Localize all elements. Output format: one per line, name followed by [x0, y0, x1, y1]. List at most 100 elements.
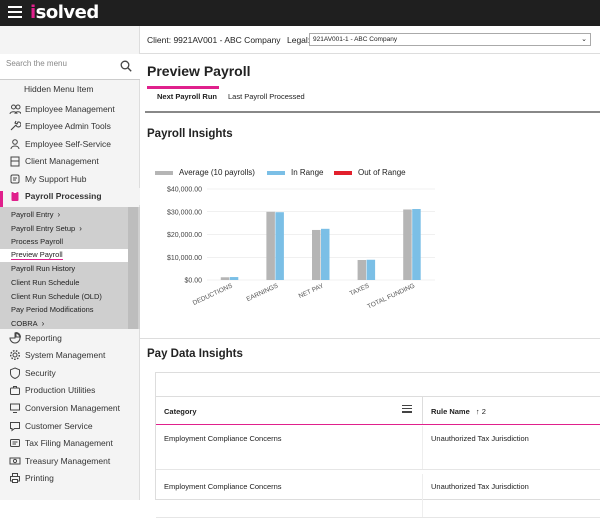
legal-select-value: 921AV001-1 - ABC Company — [313, 36, 398, 43]
page-title: Preview Payroll — [147, 63, 251, 79]
sidebar-item-hidden[interactable]: Hidden Menu Item — [0, 80, 140, 97]
printer-icon — [7, 472, 23, 484]
bar-deductions-average[interactable] — [220, 277, 230, 280]
submenu-item-label: Client Run Schedule — [11, 278, 80, 287]
top-bar: isolved — [0, 0, 600, 26]
bar-earnings-in-range[interactable] — [275, 212, 284, 280]
submenu-item-payroll-entry-setup[interactable]: Payroll Entry Setup › — [0, 222, 128, 235]
sidebar-item-conversion-management[interactable]: Conversion Management — [0, 399, 140, 416]
tab-next-payroll-run[interactable]: Next Payroll Run — [157, 92, 218, 101]
bar-total-funding-in-range[interactable] — [412, 209, 421, 280]
sidebar-item-reporting[interactable]: Reporting — [0, 329, 140, 346]
sidebar-item-employee-admin-tools[interactable]: Employee Admin Tools — [0, 118, 140, 135]
submenu-item-payroll-run-history[interactable]: Payroll Run History — [0, 262, 128, 275]
sidebar-item-label: Reporting — [25, 332, 62, 343]
submenu-item-pay-period-modifications[interactable]: Pay Period Modifications — [0, 303, 128, 316]
headset-icon — [7, 173, 23, 185]
bar-total-funding-average[interactable] — [403, 209, 412, 280]
sidebar-item-printing[interactable]: Printing — [0, 470, 140, 487]
sidebar-item-label: Printing — [25, 473, 54, 484]
clipboard-icon — [7, 190, 23, 202]
column-separator[interactable] — [422, 397, 423, 424]
sidebar-item-label: Client Management — [25, 156, 99, 166]
column-header-label: Rule Name — [431, 407, 470, 416]
cell-rule-name: Unauthorized Tax Jurisdiction — [431, 434, 529, 443]
sidebar-item-my-support-hub[interactable]: My Support Hub — [0, 170, 140, 187]
y-tick-label: $0.00 — [184, 278, 202, 285]
submenu-scrollbar[interactable] — [128, 207, 138, 329]
legal-select[interactable]: 921AV001-1 - ABC Company ⌄ — [309, 33, 591, 46]
submenu-item-client-run-schedule-old[interactable]: Client Run Schedule (OLD) — [0, 290, 128, 303]
sidebar-item-treasury-management[interactable]: Treasury Management — [0, 452, 140, 469]
submenu-item-label: Payroll Run History — [11, 264, 76, 274]
submenu-item-label: Payroll Entry Setup — [11, 223, 76, 233]
pay-data-grid: Category Rule Name ↑ 2 Employment Compli… — [155, 372, 600, 518]
sidebar-item-label: Employee Admin Tools — [25, 121, 111, 131]
submenu-item-cobra[interactable]: COBRA › — [0, 317, 128, 330]
sidebar-item-label: My Support Hub — [25, 173, 87, 184]
y-tick-label: $10,000.00 — [167, 255, 202, 262]
chevron-right-icon: › — [79, 223, 82, 233]
legend-label: Out of Range — [358, 168, 406, 177]
sidebar-item-security[interactable]: Security — [0, 364, 140, 381]
payroll-insights-title: Payroll Insights — [147, 128, 233, 140]
chevron-right-icon: › — [57, 210, 61, 219]
legend-swatch-average — [155, 170, 173, 175]
table-row[interactable]: Employment Compliance Concerns Unauthoriz… — [156, 426, 600, 470]
isolved-logo[interactable]: isolved — [30, 2, 99, 23]
submenu-item-label: Pay Period Modifications — [11, 305, 94, 315]
tab-last-payroll-processed[interactable]: Last Payroll Processed — [228, 92, 305, 101]
column-separator — [422, 474, 423, 517]
payroll-submenu: Payroll Entry › Payroll Entry Setup › Proces… — [0, 207, 140, 329]
y-tick-label: $20,000.00 — [167, 232, 202, 239]
sidebar-item-tax-filing-management[interactable]: Tax Filing Management — [0, 435, 140, 452]
sidebar-item-label: System Management — [25, 350, 106, 361]
bar-taxes-in-range[interactable] — [366, 259, 376, 280]
column-header-category[interactable]: Category — [164, 407, 197, 416]
grid-header-row: Category Rule Name ↑ 2 — [156, 397, 600, 425]
cell-category: Employment Compliance Concerns — [164, 434, 282, 443]
sidebar-item-system-management[interactable]: System Management — [0, 347, 140, 364]
grid-toolbar — [156, 373, 600, 397]
legend-item-average[interactable]: Average (10 payrolls) — [155, 168, 255, 177]
cell-rule-name: Unauthorized Tax Jurisdiction — [431, 482, 529, 491]
pay-data-insights-title: Pay Data Insights — [147, 348, 243, 360]
bar-net-pay-in-range[interactable] — [321, 228, 330, 280]
legal-label: Legal: — [287, 35, 311, 45]
search-icon[interactable] — [120, 60, 132, 72]
column-menu-icon[interactable] — [402, 405, 412, 413]
lock-icon — [7, 367, 23, 379]
sidebar-item-label: Treasury Management — [25, 455, 111, 466]
legend-item-in-range[interactable]: In Range — [267, 168, 323, 177]
bar-deductions-in-range[interactable] — [229, 277, 239, 280]
sidebar-item-label: Customer Service — [25, 420, 93, 431]
sidebar-item-customer-service[interactable]: Customer Service — [0, 417, 140, 434]
menu-search-input[interactable] — [6, 59, 114, 68]
sidebar-item-label: Tax Filing Management — [25, 438, 113, 449]
sidebar-item-production-utilities[interactable]: Production Utilities — [0, 382, 140, 399]
submenu-item-payroll-entry[interactable]: Payroll Entry › — [0, 208, 128, 221]
sidebar-item-employee-self-service[interactable]: Employee Self-Service — [0, 135, 140, 152]
sort-asc-icon: ↑ 2 — [475, 407, 486, 416]
building-icon — [7, 155, 23, 167]
submenu-item-label: COBRA — [11, 318, 38, 328]
submenu-item-process-payroll[interactable]: Process Payroll — [0, 235, 128, 248]
submenu-item-client-run-schedule[interactable]: Client Run Schedule — [0, 276, 128, 289]
x-tick-label: EARNINGS — [246, 282, 280, 303]
sidebar-item-client-management[interactable]: Client Management — [0, 153, 140, 170]
bar-net-pay-average[interactable] — [312, 229, 321, 280]
bar-earnings-average[interactable] — [266, 211, 275, 280]
bar-taxes-average[interactable] — [357, 259, 367, 280]
submenu-item-label: Payroll Entry — [11, 210, 54, 219]
sidebar-item-payroll-processing[interactable]: Payroll Processing — [0, 187, 140, 205]
sidebar-item-employee-management[interactable]: Employee Management — [0, 100, 140, 117]
section-divider — [140, 338, 600, 339]
table-row[interactable]: Employment Compliance Concerns Unauthoriz… — [156, 474, 600, 518]
legend-item-out-of-range[interactable]: Out of Range — [334, 168, 406, 177]
x-tick-label: NET PAY — [298, 282, 326, 300]
sidebar-item-label: Production Utilities — [25, 385, 96, 396]
column-header-rule-name[interactable]: Rule Name ↑ 2 — [431, 407, 486, 416]
submenu-item-preview-payroll[interactable]: Preview Payroll — [0, 248, 128, 262]
hamburger-menu-icon[interactable] — [8, 6, 22, 20]
gear-icon — [7, 349, 23, 361]
